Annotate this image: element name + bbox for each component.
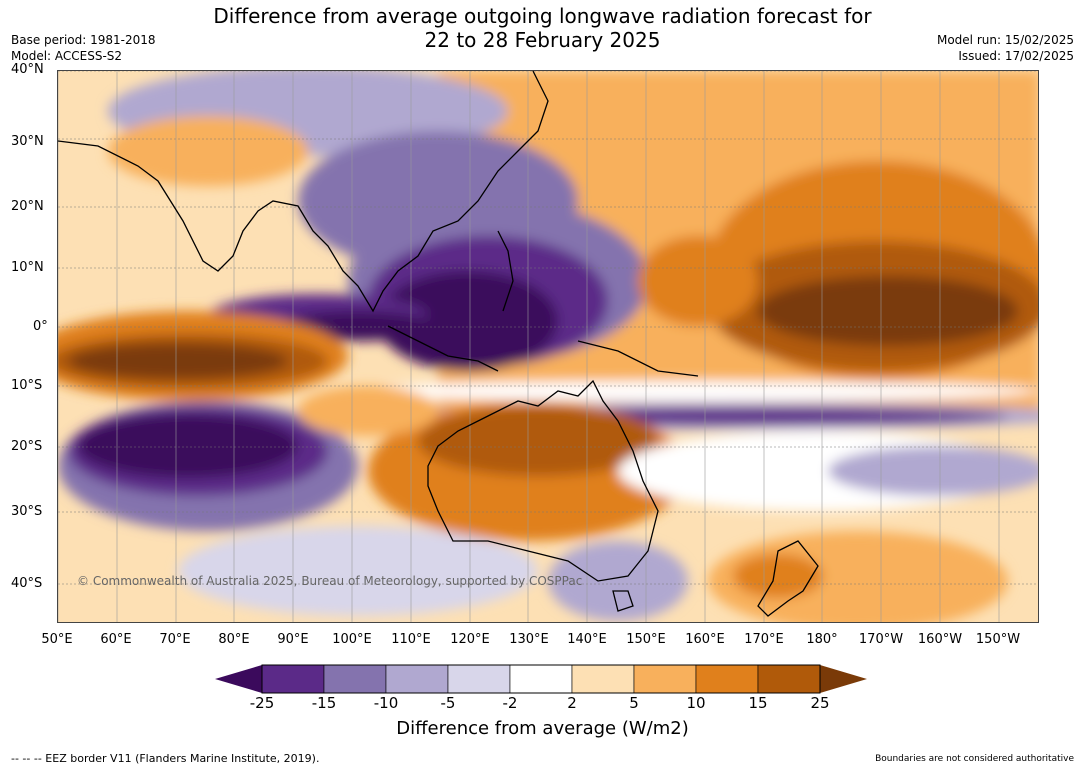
lon-label-170w: 170°W	[858, 632, 904, 647]
philippines-coastline	[497, 230, 514, 312]
map-svg	[58, 71, 1038, 622]
title-line-1: Difference from average outgoing longwav…	[213, 4, 872, 28]
colorbar-label: -25	[249, 694, 275, 712]
colorbar-label: 5	[629, 694, 639, 712]
lat-label-10s: 10°S	[11, 378, 43, 393]
colorbar-label: -5	[440, 694, 456, 712]
boundaries-note: Boundaries are not considered authoritat…	[875, 754, 1074, 764]
lon-label-80e: 80°E	[218, 632, 250, 647]
meta-right: Model run: 15/02/2025 Issued: 17/02/2025	[937, 32, 1074, 64]
lat-label-20n: 20°N	[11, 199, 44, 214]
colorbar-extend-high	[820, 665, 867, 693]
colorbar-label: -15	[311, 694, 337, 712]
colorbar-label: -10	[373, 694, 399, 712]
colorbar-label: 2	[567, 694, 577, 712]
colorbar-title: Difference from average (W/m2)	[396, 718, 689, 739]
colorbar-segment	[509, 664, 573, 694]
meridians	[58, 71, 1000, 622]
tasmania-coastline	[612, 590, 634, 612]
colorbar-segment	[385, 664, 449, 694]
lon-label-60e: 60°E	[100, 632, 132, 647]
australia-coastline	[427, 379, 659, 582]
lat-label-30n: 30°N	[11, 134, 44, 149]
coastlines	[58, 71, 819, 617]
lon-label-160e: 160°E	[685, 632, 725, 647]
colorbar-label: 10	[686, 694, 706, 712]
colorbar-segment	[695, 664, 759, 694]
lon-label-160w: 160°W	[917, 632, 963, 647]
model-name: Model: ACCESS-S2	[11, 49, 123, 63]
new-guinea-coastline	[577, 340, 699, 377]
model-run: Model run: 15/02/2025	[936, 33, 1074, 47]
lon-label-120e: 120°E	[450, 632, 490, 647]
copyright-text: © Commonwealth of Australia 2025, Bureau…	[77, 574, 583, 588]
lon-label-140e: 140°E	[567, 632, 607, 647]
maritime-continent-coastline	[387, 325, 499, 372]
colorbar-segment	[571, 664, 635, 694]
colorbar-label: -2	[502, 694, 518, 712]
colorbar	[215, 664, 867, 694]
lon-label-130e: 130°E	[509, 632, 549, 647]
lon-label-180: 180°	[806, 632, 838, 647]
lon-label-150e: 150°E	[626, 632, 666, 647]
olr-map	[57, 70, 1039, 623]
lat-label-eq: 0°	[33, 319, 48, 334]
lon-label-170e: 170°E	[744, 632, 784, 647]
issued-date: Issued: 17/02/2025	[958, 49, 1074, 63]
colorbar-segment	[757, 664, 821, 694]
colorbar-segment	[633, 664, 697, 694]
lat-label-40n: 40°N	[11, 62, 44, 77]
lon-label-110e: 110°E	[391, 632, 431, 647]
colorbar-segment	[261, 664, 325, 694]
lat-label-40s: 40°S	[11, 576, 43, 591]
colorbar-label: 25	[810, 694, 830, 712]
colorbar-segment	[447, 664, 511, 694]
lat-label-20s: 20°S	[11, 439, 43, 454]
new-zealand-coastline	[757, 540, 819, 617]
colorbar-extend-low	[215, 665, 262, 693]
lat-label-30s: 30°S	[11, 504, 43, 519]
lon-label-90e: 90°E	[277, 632, 309, 647]
colorbar-label: 15	[748, 694, 768, 712]
colorbar-segment	[323, 664, 387, 694]
lon-label-50e: 50°E	[41, 632, 73, 647]
eez-note: -- -- -- EEZ border V11 (Flanders Marine…	[11, 752, 320, 765]
base-period: Base period: 1981-2018	[11, 33, 156, 47]
anomaly-field	[58, 71, 1038, 622]
lon-label-150w: 150°W	[975, 632, 1021, 647]
lon-label-70e: 70°E	[159, 632, 191, 647]
lon-label-100e: 100°E	[332, 632, 372, 647]
lat-label-10n: 10°N	[11, 260, 44, 275]
title-line-2: 22 to 28 February 2025	[424, 28, 661, 52]
asia-coastline	[58, 71, 549, 313]
map-title: Difference from average outgoing longwav…	[0, 4, 1085, 52]
meta-left: Base period: 1981-2018 Model: ACCESS-S2	[11, 32, 156, 64]
